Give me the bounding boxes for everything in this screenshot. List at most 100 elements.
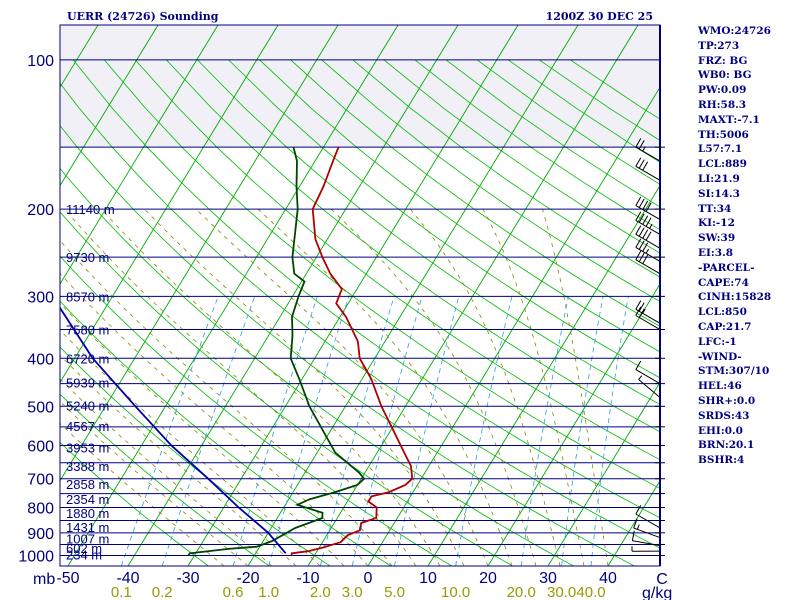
wind-barb bbox=[633, 518, 661, 539]
temperature-tick-label: -30 bbox=[176, 570, 199, 587]
dry-adiabat-line bbox=[321, 59, 660, 303]
dry-adiabat-line bbox=[103, 59, 660, 489]
temperature-tick-label: 40 bbox=[599, 570, 617, 587]
parcel-profile-line bbox=[60, 306, 287, 554]
index-item: MAXT:-7.1 bbox=[698, 113, 760, 126]
pressure-tick-label: 500 bbox=[27, 399, 54, 416]
moist-adiabat-line bbox=[330, 208, 537, 566]
mixing-ratio-unit-label: g/kg bbox=[642, 585, 672, 600]
isotherm-line bbox=[60, 25, 159, 187]
temperature-tick-labels: -50 -40 -30 -20 -10 0 10 20 30 40 bbox=[56, 570, 617, 587]
isotherm-line bbox=[127, 25, 459, 566]
wind-barb bbox=[635, 211, 661, 235]
isotherm-line bbox=[60, 25, 339, 482]
moist-adiabat-line bbox=[257, 208, 513, 566]
moist-adiabat-line bbox=[144, 208, 465, 566]
index-item: -WIND- bbox=[698, 350, 742, 363]
index-item: L57:7.1 bbox=[698, 143, 743, 156]
temperature-unit-label: C bbox=[656, 571, 668, 588]
wind-barb bbox=[635, 360, 661, 385]
dry-adiabat-line bbox=[60, 167, 574, 566]
chart-title: UERR (24726) Sounding bbox=[67, 10, 219, 23]
mixing-ratio-line bbox=[590, 296, 629, 566]
temperature-tick-label: 20 bbox=[479, 570, 497, 587]
temperature-profile-line bbox=[290, 146, 414, 556]
dewpoint-profile-line bbox=[187, 146, 366, 556]
moist-adiabat-line bbox=[60, 329, 321, 566]
temperature-tick-label: 0 bbox=[364, 570, 373, 587]
pressure-tick-label: 400 bbox=[27, 351, 54, 368]
index-item: KI:-12 bbox=[698, 217, 735, 230]
index-item: -PARCEL- bbox=[698, 261, 755, 274]
mixing-ratio-line bbox=[232, 296, 318, 566]
index-item: LI:21.9 bbox=[698, 172, 740, 185]
wind-barb bbox=[638, 375, 661, 398]
height-label: 8570 m bbox=[66, 289, 109, 304]
mixing-ratio-label: 10.0 bbox=[441, 584, 470, 600]
height-label: 1431 m bbox=[66, 520, 109, 535]
moist-adiabat-line bbox=[60, 302, 345, 566]
wind-barb bbox=[635, 138, 661, 162]
index-item: PW:0.09 bbox=[698, 84, 747, 97]
wind-barb bbox=[635, 196, 661, 221]
index-item: LCL:889 bbox=[698, 158, 747, 171]
moist-adiabat-line bbox=[60, 378, 273, 566]
height-label: 7580 m bbox=[66, 323, 109, 338]
mixing-ratio-line bbox=[351, 296, 423, 566]
pressure-unit-label: mb bbox=[33, 571, 55, 588]
wind-barb bbox=[635, 505, 661, 529]
mixing-ratio-line bbox=[520, 296, 569, 566]
mixing-ratio-label: 1.0 bbox=[258, 584, 279, 600]
index-item: BRN:20.1 bbox=[698, 439, 755, 452]
temperature-tick-label: -20 bbox=[236, 570, 259, 587]
dry-adiabat-line bbox=[259, 59, 660, 353]
index-item: TT:34 bbox=[698, 202, 732, 215]
height-label: 1880 m bbox=[66, 506, 109, 521]
pressure-tick-label: 300 bbox=[27, 289, 54, 306]
index-item: CAPE:74 bbox=[698, 276, 749, 289]
height-label: 2354 m bbox=[66, 492, 109, 507]
height-label: 3388 m bbox=[66, 459, 109, 474]
index-item: SHR+:0.0 bbox=[698, 394, 756, 407]
pressure-tick-label: 600 bbox=[27, 439, 54, 456]
mixing-ratio-labels: 0.1 0.2 0.6 1.0 2.0 3.0 5.0 10.0 20.0 30.0 40.0 bbox=[111, 584, 606, 600]
index-item: BSHR:4 bbox=[698, 454, 745, 467]
wind-barb bbox=[635, 238, 661, 262]
mixing-ratio-label: 3.0 bbox=[342, 584, 363, 600]
height-label: 6720 m bbox=[66, 351, 109, 366]
isotherm-line bbox=[487, 283, 660, 566]
background-grid bbox=[60, 25, 660, 566]
dry-adiabat-line bbox=[197, 59, 660, 405]
mixing-ratio-line bbox=[394, 296, 460, 566]
index-item: LCL:850 bbox=[698, 306, 747, 319]
moist-adiabat-line bbox=[60, 354, 297, 566]
sounding-profiles bbox=[60, 146, 414, 556]
isotherm-line bbox=[60, 25, 219, 285]
pressure-tick-label: 1000 bbox=[18, 549, 54, 566]
chart-subtitle: 1200Z 30 DEC 25 bbox=[546, 10, 653, 23]
height-label: 1007 m bbox=[66, 532, 109, 547]
isotherm-line bbox=[367, 86, 660, 566]
index-item: WB0: BG bbox=[698, 69, 752, 82]
mixing-ratio-line bbox=[455, 296, 513, 566]
wind-barb bbox=[635, 225, 661, 249]
mixing-ratio-label: 0.1 bbox=[111, 584, 132, 600]
dry-adiabat-line bbox=[352, 59, 660, 278]
mixing-ratio-label: 40.0 bbox=[576, 584, 605, 600]
pressure-tick-label: 800 bbox=[27, 501, 54, 518]
moist-adiabat-line bbox=[101, 208, 441, 566]
dry-adiabat-line bbox=[60, 441, 209, 566]
mixing-ratio-label: 5.0 bbox=[384, 584, 405, 600]
index-item: TH:5006 bbox=[698, 128, 749, 141]
mixing-ratio-line bbox=[120, 296, 219, 566]
isotherm-line bbox=[547, 381, 660, 566]
pressure-tick-label: 700 bbox=[27, 472, 54, 489]
mixing-ratio-label: 20.0 bbox=[507, 584, 536, 600]
moist-adiabat-line bbox=[60, 400, 249, 566]
temperature-tick-label: -50 bbox=[56, 570, 79, 587]
mixing-ratio-line bbox=[561, 296, 604, 566]
stability-indices-list: WMO:24726 TP:273 FRZ: BG WB0: BG PW:0.09 RH:5… bbox=[698, 24, 798, 468]
wind-barb bbox=[631, 546, 661, 552]
dry-adiabat-line bbox=[60, 124, 635, 566]
